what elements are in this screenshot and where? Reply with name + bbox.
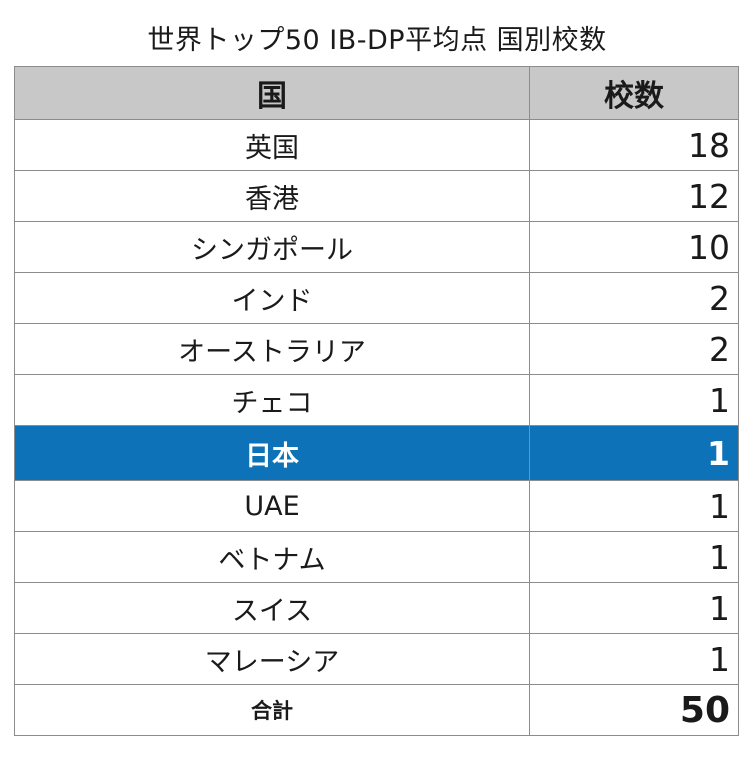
country-cell: オーストラリア <box>14 323 530 375</box>
total-row: 合計 50 <box>14 684 739 736</box>
count-cell: 1 <box>529 425 739 481</box>
table-body: 英国 18 香港 12 シンガポール 10 インド 2 オーストラリア 2 チェコ 1 日本 1 UAE 1 ベ… <box>14 119 739 736</box>
count-cell: 1 <box>529 633 739 685</box>
count-cell: 1 <box>529 582 739 634</box>
country-cell: インド <box>14 272 530 324</box>
count-cell: 2 <box>529 272 739 324</box>
table-row: インド 2 <box>14 272 739 324</box>
count-cell: 2 <box>529 323 739 375</box>
country-cell: スイス <box>14 582 530 634</box>
country-count-table: 国 校数 英国 18 香港 12 シンガポール 10 インド 2 オーストラリア 2 チェコ 1 日本 1… <box>14 66 739 736</box>
total-count: 50 <box>529 684 739 736</box>
country-cell: UAE <box>14 480 530 532</box>
country-cell: 日本 <box>14 425 530 481</box>
table-row: オーストラリア 2 <box>14 323 739 375</box>
total-label: 合計 <box>14 684 530 736</box>
country-cell: 英国 <box>14 119 530 171</box>
country-cell: ベトナム <box>14 531 530 583</box>
column-header-count: 校数 <box>529 66 739 120</box>
table-header-row: 国 校数 <box>14 66 739 120</box>
country-cell: チェコ <box>14 374 530 426</box>
count-cell: 1 <box>529 531 739 583</box>
count-cell: 18 <box>529 119 739 171</box>
table-row: マレーシア 1 <box>14 633 739 685</box>
table-row: ベトナム 1 <box>14 531 739 583</box>
table-row: シンガポール 10 <box>14 221 739 273</box>
table-row: UAE 1 <box>14 480 739 532</box>
table-row: 英国 18 <box>14 119 739 171</box>
country-cell: 香港 <box>14 170 530 222</box>
count-cell: 1 <box>529 480 739 532</box>
column-header-country: 国 <box>14 66 530 120</box>
count-cell: 12 <box>529 170 739 222</box>
table-row-highlighted: 日本 1 <box>14 425 739 481</box>
country-cell: シンガポール <box>14 221 530 273</box>
country-cell: マレーシア <box>14 633 530 685</box>
chart-title: 世界トップ50 IB-DP平均点 国別校数 <box>147 25 607 56</box>
table-row: 香港 12 <box>14 170 739 222</box>
table-row: チェコ 1 <box>14 374 739 426</box>
count-cell: 1 <box>529 374 739 426</box>
count-cell: 10 <box>529 221 739 273</box>
table-row: スイス 1 <box>14 582 739 634</box>
